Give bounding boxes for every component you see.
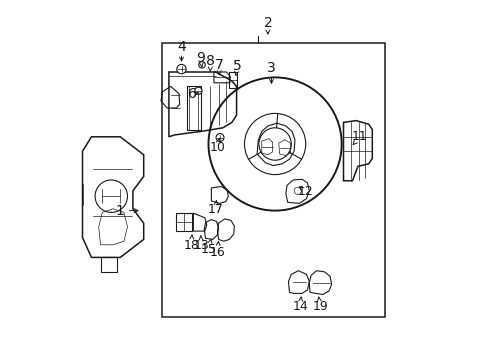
Text: 3: 3	[266, 62, 275, 75]
Text: 12: 12	[297, 185, 313, 198]
Bar	[162, 43, 384, 317]
Circle shape	[216, 134, 224, 141]
Text: 13: 13	[193, 239, 209, 252]
Text: 14: 14	[292, 300, 307, 313]
Text: 11: 11	[351, 130, 367, 143]
Text: 10: 10	[209, 141, 225, 154]
Text: 1: 1	[116, 204, 124, 217]
Text: 2: 2	[263, 17, 272, 30]
Text: 19: 19	[311, 300, 327, 313]
Text: 5: 5	[232, 59, 241, 72]
Text: 15: 15	[200, 243, 216, 256]
Text: 17: 17	[207, 203, 223, 216]
Text: 6: 6	[187, 87, 196, 100]
Circle shape	[199, 62, 205, 68]
Text: 18: 18	[183, 239, 199, 252]
Text: 8: 8	[205, 54, 214, 68]
Circle shape	[194, 87, 202, 94]
Circle shape	[177, 64, 186, 74]
Text: 9: 9	[196, 51, 204, 64]
Text: 4: 4	[177, 40, 185, 54]
Text: 16: 16	[209, 246, 225, 258]
Text: 7: 7	[215, 58, 223, 72]
